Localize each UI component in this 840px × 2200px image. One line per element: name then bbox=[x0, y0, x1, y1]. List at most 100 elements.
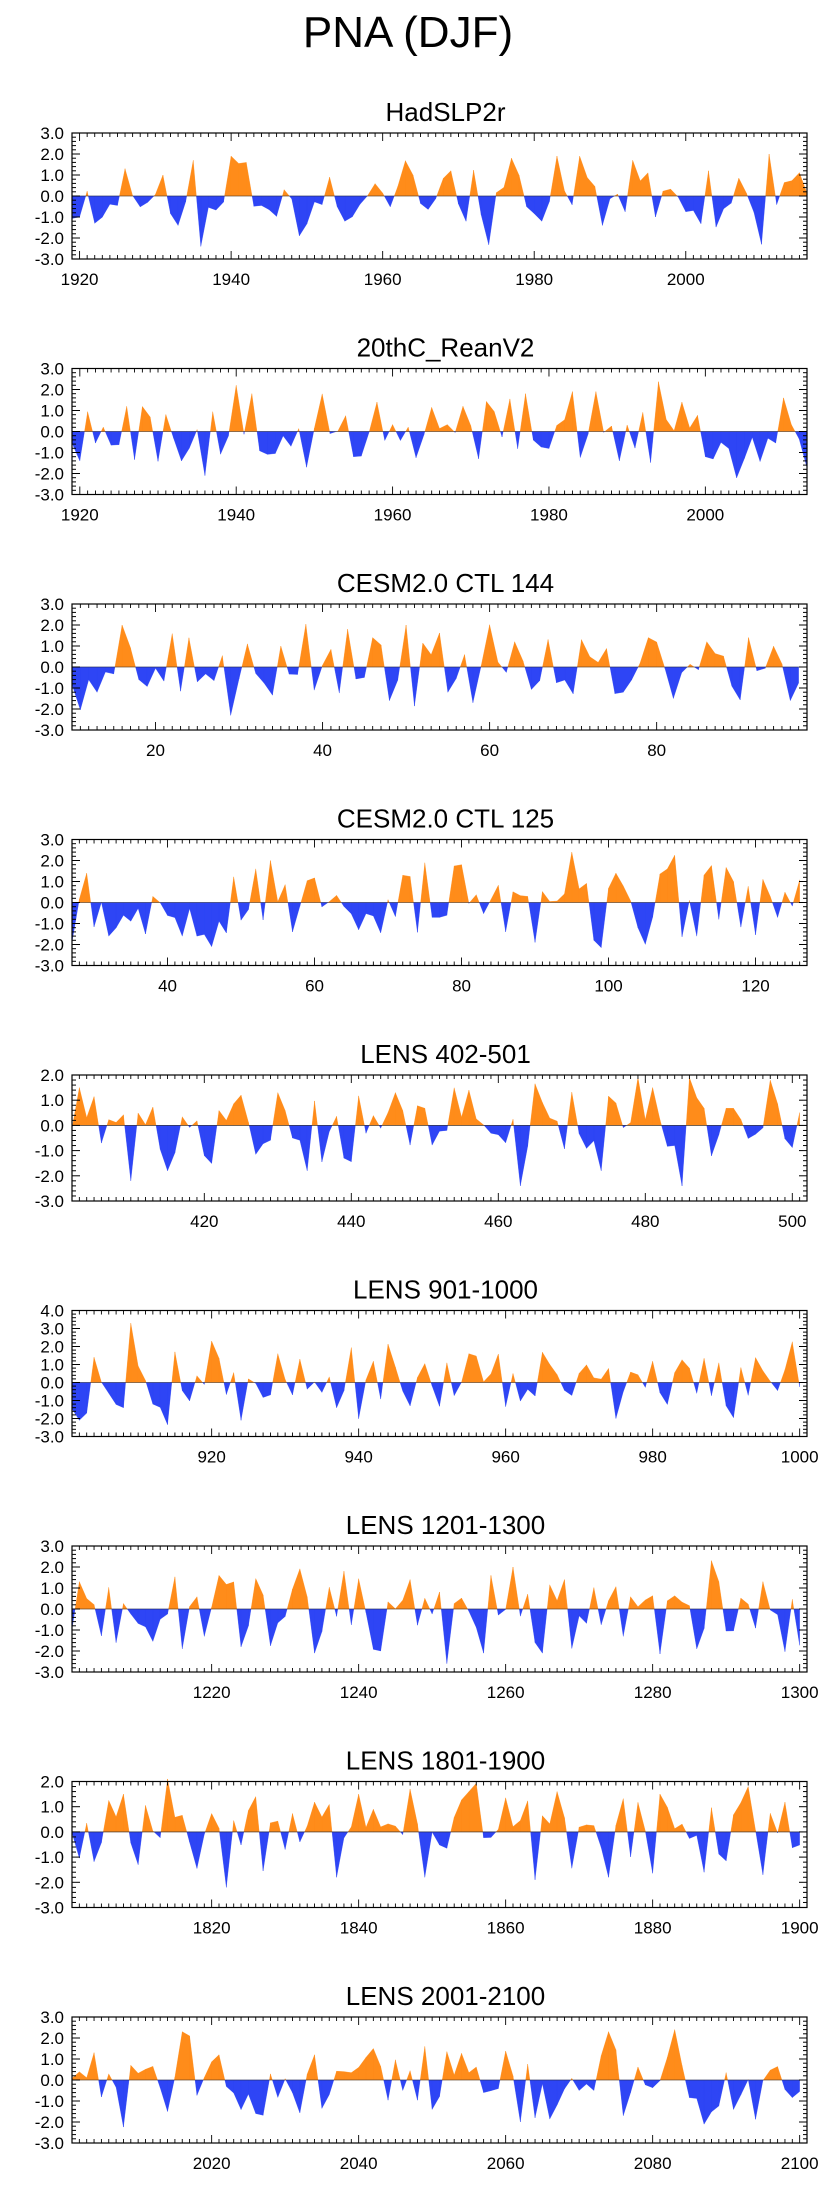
y-tick-label: 1.0 bbox=[40, 402, 64, 421]
y-tick-label: 0.0 bbox=[40, 187, 64, 206]
x-tick-label: 2000 bbox=[686, 506, 724, 525]
y-tick-label: -2.0 bbox=[35, 1167, 64, 1186]
y-tick-label: 3.0 bbox=[40, 1537, 64, 1556]
negative-anomaly-area bbox=[71, 431, 808, 478]
x-tick-label: 1880 bbox=[634, 1919, 672, 1938]
y-tick-label: -2.0 bbox=[35, 1410, 64, 1429]
x-tick-label: 120 bbox=[741, 977, 769, 996]
y-tick-label: -3.0 bbox=[35, 1428, 64, 1447]
x-tick-label: 1240 bbox=[340, 1683, 378, 1702]
y-tick-label: 4.0 bbox=[40, 1302, 64, 1321]
negative-anomaly-area bbox=[71, 666, 799, 716]
x-tick-label: 1940 bbox=[212, 270, 250, 289]
panel-title: LENS 402-501 bbox=[360, 1039, 531, 1069]
positive-anomaly-area bbox=[78, 852, 800, 903]
positive-anomaly-area bbox=[72, 1077, 800, 1126]
x-tick-label: 1920 bbox=[61, 270, 99, 289]
positive-anomaly-area bbox=[74, 1560, 795, 1610]
x-tick-label: 2080 bbox=[634, 2154, 672, 2173]
y-tick-label: 2.0 bbox=[40, 1066, 64, 1085]
plot-frame bbox=[71, 1309, 808, 1438]
y-tick-label: -1.0 bbox=[35, 208, 64, 227]
chart-panel: LENS 1201-1300 3.0 2.0 1.0 0.0 -1.0 -2.0 -3.0 12… bbox=[35, 1510, 819, 1702]
y-tick-label: -3.0 bbox=[35, 486, 64, 505]
negative-anomaly-area bbox=[71, 1382, 800, 1425]
y-tick-label: -3.0 bbox=[35, 1899, 64, 1918]
y-tick-label: -2.0 bbox=[35, 936, 64, 955]
chart-panel: LENS 402-501 2.0 1.0 0.0 -1.0 -2.0 -3.0 420 440 4… bbox=[35, 1039, 808, 1231]
y-tick-label: -3.0 bbox=[35, 250, 64, 269]
y-tick-label: -1.0 bbox=[35, 2092, 64, 2111]
y-tick-label: 0.0 bbox=[40, 423, 64, 442]
y-tick-label: 1.0 bbox=[40, 637, 64, 656]
y-tick-label: -1.0 bbox=[35, 915, 64, 934]
positive-anomaly-area bbox=[90, 1323, 800, 1383]
y-tick-label: -1.0 bbox=[35, 1392, 64, 1411]
chart-panel: LENS 1801-1900 2.0 1.0 0.0 -1.0 -2.0 -3.0 1820 1… bbox=[35, 1746, 819, 1938]
positive-anomaly-area bbox=[84, 1778, 790, 1833]
chart-panel: 20thC_ReanV2 3.0 2.0 1.0 0.0 -1.0 -2.0 -3.01920… bbox=[35, 333, 808, 525]
panel-title: LENS 901-1000 bbox=[353, 1275, 538, 1305]
y-tick-label: 2.0 bbox=[40, 145, 64, 164]
y-tick-label: 0.0 bbox=[40, 2071, 64, 2090]
x-tick-label: 2040 bbox=[340, 2154, 378, 2173]
y-tick-label: -3.0 bbox=[35, 1663, 64, 1682]
x-tick-label: 1860 bbox=[487, 1919, 525, 1938]
x-tick-label: 1260 bbox=[487, 1683, 525, 1702]
y-tick-label: -2.0 bbox=[35, 1642, 64, 1661]
y-tick-label: -2.0 bbox=[35, 465, 64, 484]
panel-title: CESM2.0 CTL 125 bbox=[337, 804, 554, 834]
x-tick-label: 960 bbox=[491, 1448, 519, 1467]
y-tick-label: 0.0 bbox=[40, 894, 64, 913]
negative-anomaly-area bbox=[71, 195, 780, 247]
x-tick-label: 2000 bbox=[667, 270, 705, 289]
y-tick-label: -3.0 bbox=[35, 721, 64, 740]
x-tick-label: 1980 bbox=[530, 506, 568, 525]
x-tick-label: 1960 bbox=[364, 270, 402, 289]
y-tick-label: -2.0 bbox=[35, 700, 64, 719]
y-tick-label: -2.0 bbox=[35, 2113, 64, 2132]
y-tick-label: -1.0 bbox=[35, 1621, 64, 1640]
y-tick-label: 1.0 bbox=[40, 873, 64, 892]
negative-anomaly-area bbox=[71, 1608, 800, 1664]
negative-anomaly-area bbox=[71, 1125, 798, 1186]
x-tick-label: 2020 bbox=[193, 2154, 231, 2173]
x-tick-label: 1000 bbox=[781, 1448, 819, 1467]
x-tick-label: 1960 bbox=[374, 506, 412, 525]
x-tick-label: 80 bbox=[647, 741, 666, 760]
y-tick-label: 2.0 bbox=[40, 1338, 64, 1357]
x-tick-label: 1980 bbox=[515, 270, 553, 289]
y-tick-label: 2.0 bbox=[40, 2029, 64, 2048]
y-tick-label: 0.0 bbox=[40, 1823, 64, 1842]
y-tick-label: 0.0 bbox=[40, 1374, 64, 1393]
panel-title: HadSLP2r bbox=[386, 97, 506, 127]
chart-panel: CESM2.0 CTL 144 3.0 2.0 1.0 0.0 -1.0 -2.0 -3.0 2… bbox=[35, 568, 808, 760]
y-tick-label: 2.0 bbox=[40, 616, 64, 635]
y-tick-label: 3.0 bbox=[40, 595, 64, 614]
x-tick-label: 940 bbox=[344, 1448, 372, 1467]
x-tick-label: 60 bbox=[305, 977, 324, 996]
y-tick-label: -3.0 bbox=[35, 2134, 64, 2153]
panel-title: LENS 2001-2100 bbox=[346, 1981, 545, 2011]
x-tick-label: 40 bbox=[313, 741, 332, 760]
y-tick-label: -2.0 bbox=[35, 1873, 64, 1892]
x-tick-label: 2060 bbox=[487, 2154, 525, 2173]
plot-frame bbox=[71, 1074, 808, 1202]
y-tick-label: 3.0 bbox=[40, 1320, 64, 1339]
negative-anomaly-area bbox=[71, 1831, 800, 1888]
x-tick-label: 20 bbox=[146, 741, 165, 760]
y-tick-label: -3.0 bbox=[35, 1192, 64, 1211]
x-tick-label: 1820 bbox=[193, 1919, 231, 1938]
y-tick-label: 1.0 bbox=[40, 1356, 64, 1375]
positive-anomaly-area bbox=[85, 153, 808, 197]
x-tick-label: 920 bbox=[197, 1448, 225, 1467]
x-tick-label: 2100 bbox=[781, 2154, 819, 2173]
y-tick-label: 1.0 bbox=[40, 2050, 64, 2069]
y-tick-label: 0.0 bbox=[40, 1600, 64, 1619]
y-tick-label: 2.0 bbox=[40, 852, 64, 871]
x-tick-label: 1940 bbox=[217, 506, 255, 525]
x-tick-label: 420 bbox=[190, 1212, 218, 1231]
x-tick-label: 40 bbox=[158, 977, 177, 996]
